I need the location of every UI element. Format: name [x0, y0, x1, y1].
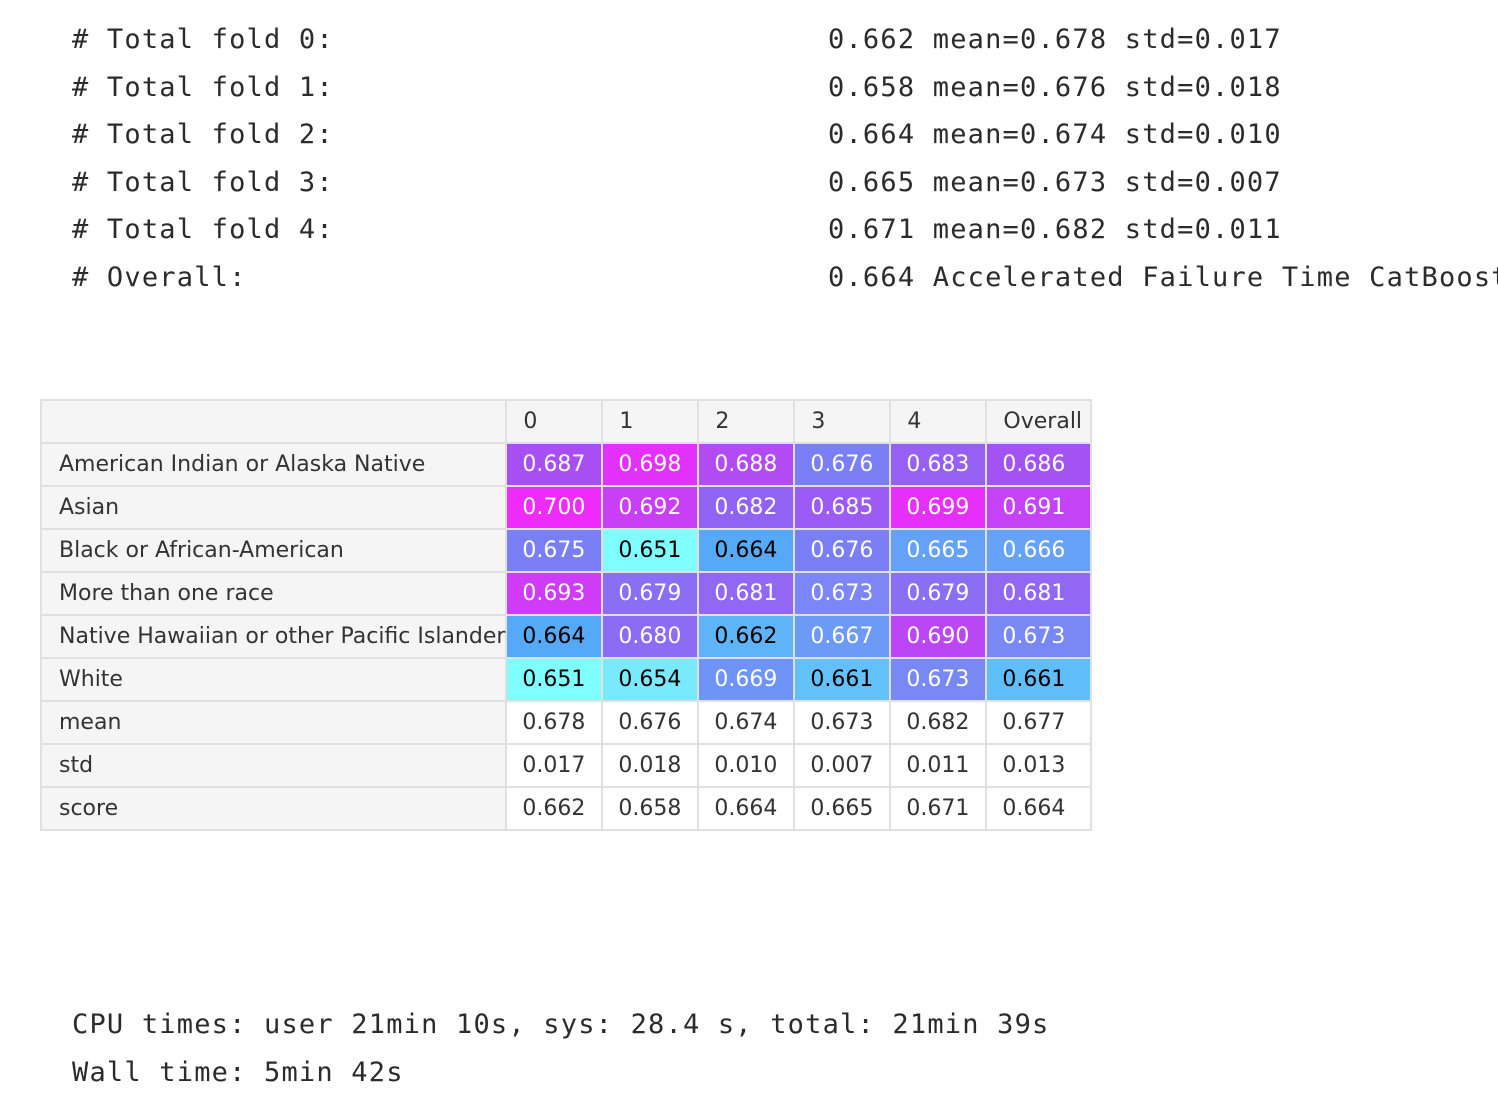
- column-header: 0: [505, 399, 604, 444]
- table-cell: 0.661: [793, 657, 892, 702]
- table-cell: 0.651: [505, 657, 604, 702]
- table-cell: 0.682: [889, 700, 988, 745]
- table-cell: 0.651: [601, 528, 700, 573]
- table-cell: 0.686: [985, 442, 1093, 487]
- table-row: mean 0.678 0.676 0.674 0.673 0.682 0.677: [39, 700, 1093, 745]
- table-cell: 0.679: [889, 571, 988, 616]
- fold-3-label: # Total fold 3:: [72, 167, 334, 198]
- fold-2-label: # Total fold 2:: [72, 119, 334, 150]
- table-cell: 0.665: [793, 786, 892, 831]
- table-cell: 0.676: [793, 528, 892, 573]
- table-cell: 0.666: [985, 528, 1093, 573]
- table-row: Native Hawaiian or other Pacific Islande…: [39, 614, 1093, 659]
- table-cell: 0.664: [985, 786, 1093, 831]
- table-row: American Indian or Alaska Native 0.687 0.6…: [39, 442, 1093, 487]
- row-label: More than one race: [39, 571, 508, 616]
- fold-1-value: 0.658 mean=0.676 std=0.018: [828, 72, 1282, 103]
- row-label: mean: [39, 700, 508, 745]
- table-cell: 0.691: [985, 485, 1093, 530]
- fold-0-value: 0.662 mean=0.678 std=0.017: [828, 24, 1282, 55]
- table-cell: 0.682: [697, 485, 796, 530]
- table-cell: 0.665: [889, 528, 988, 573]
- row-label: Asian: [39, 485, 508, 530]
- table-cell: 0.678: [505, 700, 604, 745]
- table-cell: 0.018: [601, 743, 700, 788]
- table-cell: 0.658: [601, 786, 700, 831]
- table-cell: 0.664: [505, 614, 604, 659]
- table-cell: 0.673: [793, 700, 892, 745]
- table-cell: 0.667: [793, 614, 892, 659]
- results-table: 0 1 2 3 4 Overall American Indian or Ala…: [39, 399, 1093, 831]
- table-cell: 0.654: [601, 657, 700, 702]
- table-cell: 0.662: [505, 786, 604, 831]
- table-cell: 0.680: [601, 614, 700, 659]
- table-cell: 0.700: [505, 485, 604, 530]
- column-header: Overall: [985, 399, 1093, 444]
- table-cell: 0.679: [601, 571, 700, 616]
- fold-0-label: # Total fold 0:: [72, 24, 334, 55]
- wall-time: Wall time: 5min 42s: [72, 1057, 404, 1088]
- table-cell: 0.013: [985, 743, 1093, 788]
- table-row: std 0.017 0.018 0.010 0.007 0.011 0.013: [39, 743, 1093, 788]
- table-cell: 0.669: [697, 657, 796, 702]
- column-header: 3: [793, 399, 892, 444]
- table-cell: 0.699: [889, 485, 988, 530]
- column-header: 1: [601, 399, 700, 444]
- table-row: More than one race 0.693 0.679 0.681 0.673 0.…: [39, 571, 1093, 616]
- table-cell: 0.675: [505, 528, 604, 573]
- row-label: score: [39, 786, 508, 831]
- table-cell: 0.677: [985, 700, 1093, 745]
- table-cell: 0.673: [985, 614, 1093, 659]
- table-header-row: 0 1 2 3 4 Overall: [39, 399, 1093, 444]
- fold-4-value: 0.671 mean=0.682 std=0.011: [828, 214, 1282, 245]
- cpu-times: CPU times: user 21min 10s, sys: 28.4 s, …: [72, 1009, 1050, 1040]
- overall-label: # Overall:: [72, 262, 247, 293]
- table-cell: 0.693: [505, 571, 604, 616]
- results-dataframe: 0 1 2 3 4 Overall American Indian or Ala…: [39, 399, 1093, 831]
- table-cell: 0.690: [889, 614, 988, 659]
- fold-1-label: # Total fold 1:: [72, 72, 334, 103]
- table-cell: 0.007: [793, 743, 892, 788]
- table-cell: 0.011: [889, 743, 988, 788]
- table-cell: 0.017: [505, 743, 604, 788]
- table-cell: 0.664: [697, 528, 796, 573]
- row-label: White: [39, 657, 508, 702]
- table-cell: 0.661: [985, 657, 1093, 702]
- table-row: Black or African-American 0.675 0.651 0.664…: [39, 528, 1093, 573]
- timing-output: CPU times: user 21min 10s, sys: 28.4 s, …: [0, 558, 1498, 1088]
- table-cell: 0.676: [601, 700, 700, 745]
- row-label: std: [39, 743, 508, 788]
- table-cell: 0.683: [889, 442, 988, 487]
- index-header: [39, 399, 508, 444]
- table-cell: 0.681: [985, 571, 1093, 616]
- table-cell: 0.673: [793, 571, 892, 616]
- row-label: Black or African-American: [39, 528, 508, 573]
- table-cell: 0.664: [697, 786, 796, 831]
- table-cell: 0.674: [697, 700, 796, 745]
- log-output: # Total fold 0: 0.662 mean=0.678 std=0.0…: [72, 24, 1498, 293]
- table-row: score 0.662 0.658 0.664 0.665 0.671 0.664: [39, 786, 1093, 831]
- table-cell: 0.685: [793, 485, 892, 530]
- table-cell: 0.698: [601, 442, 700, 487]
- table-cell: 0.010: [697, 743, 796, 788]
- table-row: Asian 0.700 0.692 0.682 0.685 0.699 0.691: [39, 485, 1093, 530]
- table-cell: 0.671: [889, 786, 988, 831]
- row-label: Native Hawaiian or other Pacific Islande…: [39, 614, 508, 659]
- overall-value: 0.664 Accelerated Failure Time CatBoost: [828, 262, 1498, 293]
- table-cell: 0.676: [793, 442, 892, 487]
- table-cell: 0.688: [697, 442, 796, 487]
- fold-2-value: 0.664 mean=0.674 std=0.010: [828, 119, 1282, 150]
- table-cell: 0.692: [601, 485, 700, 530]
- table-cell: 0.662: [697, 614, 796, 659]
- table-cell: 0.681: [697, 571, 796, 616]
- table-row: White 0.651 0.654 0.669 0.661 0.673 0.661: [39, 657, 1093, 702]
- table-cell: 0.673: [889, 657, 988, 702]
- column-header: 4: [889, 399, 988, 444]
- column-header: 2: [697, 399, 796, 444]
- fold-4-label: # Total fold 4:: [72, 214, 334, 245]
- table-cell: 0.687: [505, 442, 604, 487]
- row-label: American Indian or Alaska Native: [39, 442, 508, 487]
- fold-3-value: 0.665 mean=0.673 std=0.007: [828, 167, 1282, 198]
